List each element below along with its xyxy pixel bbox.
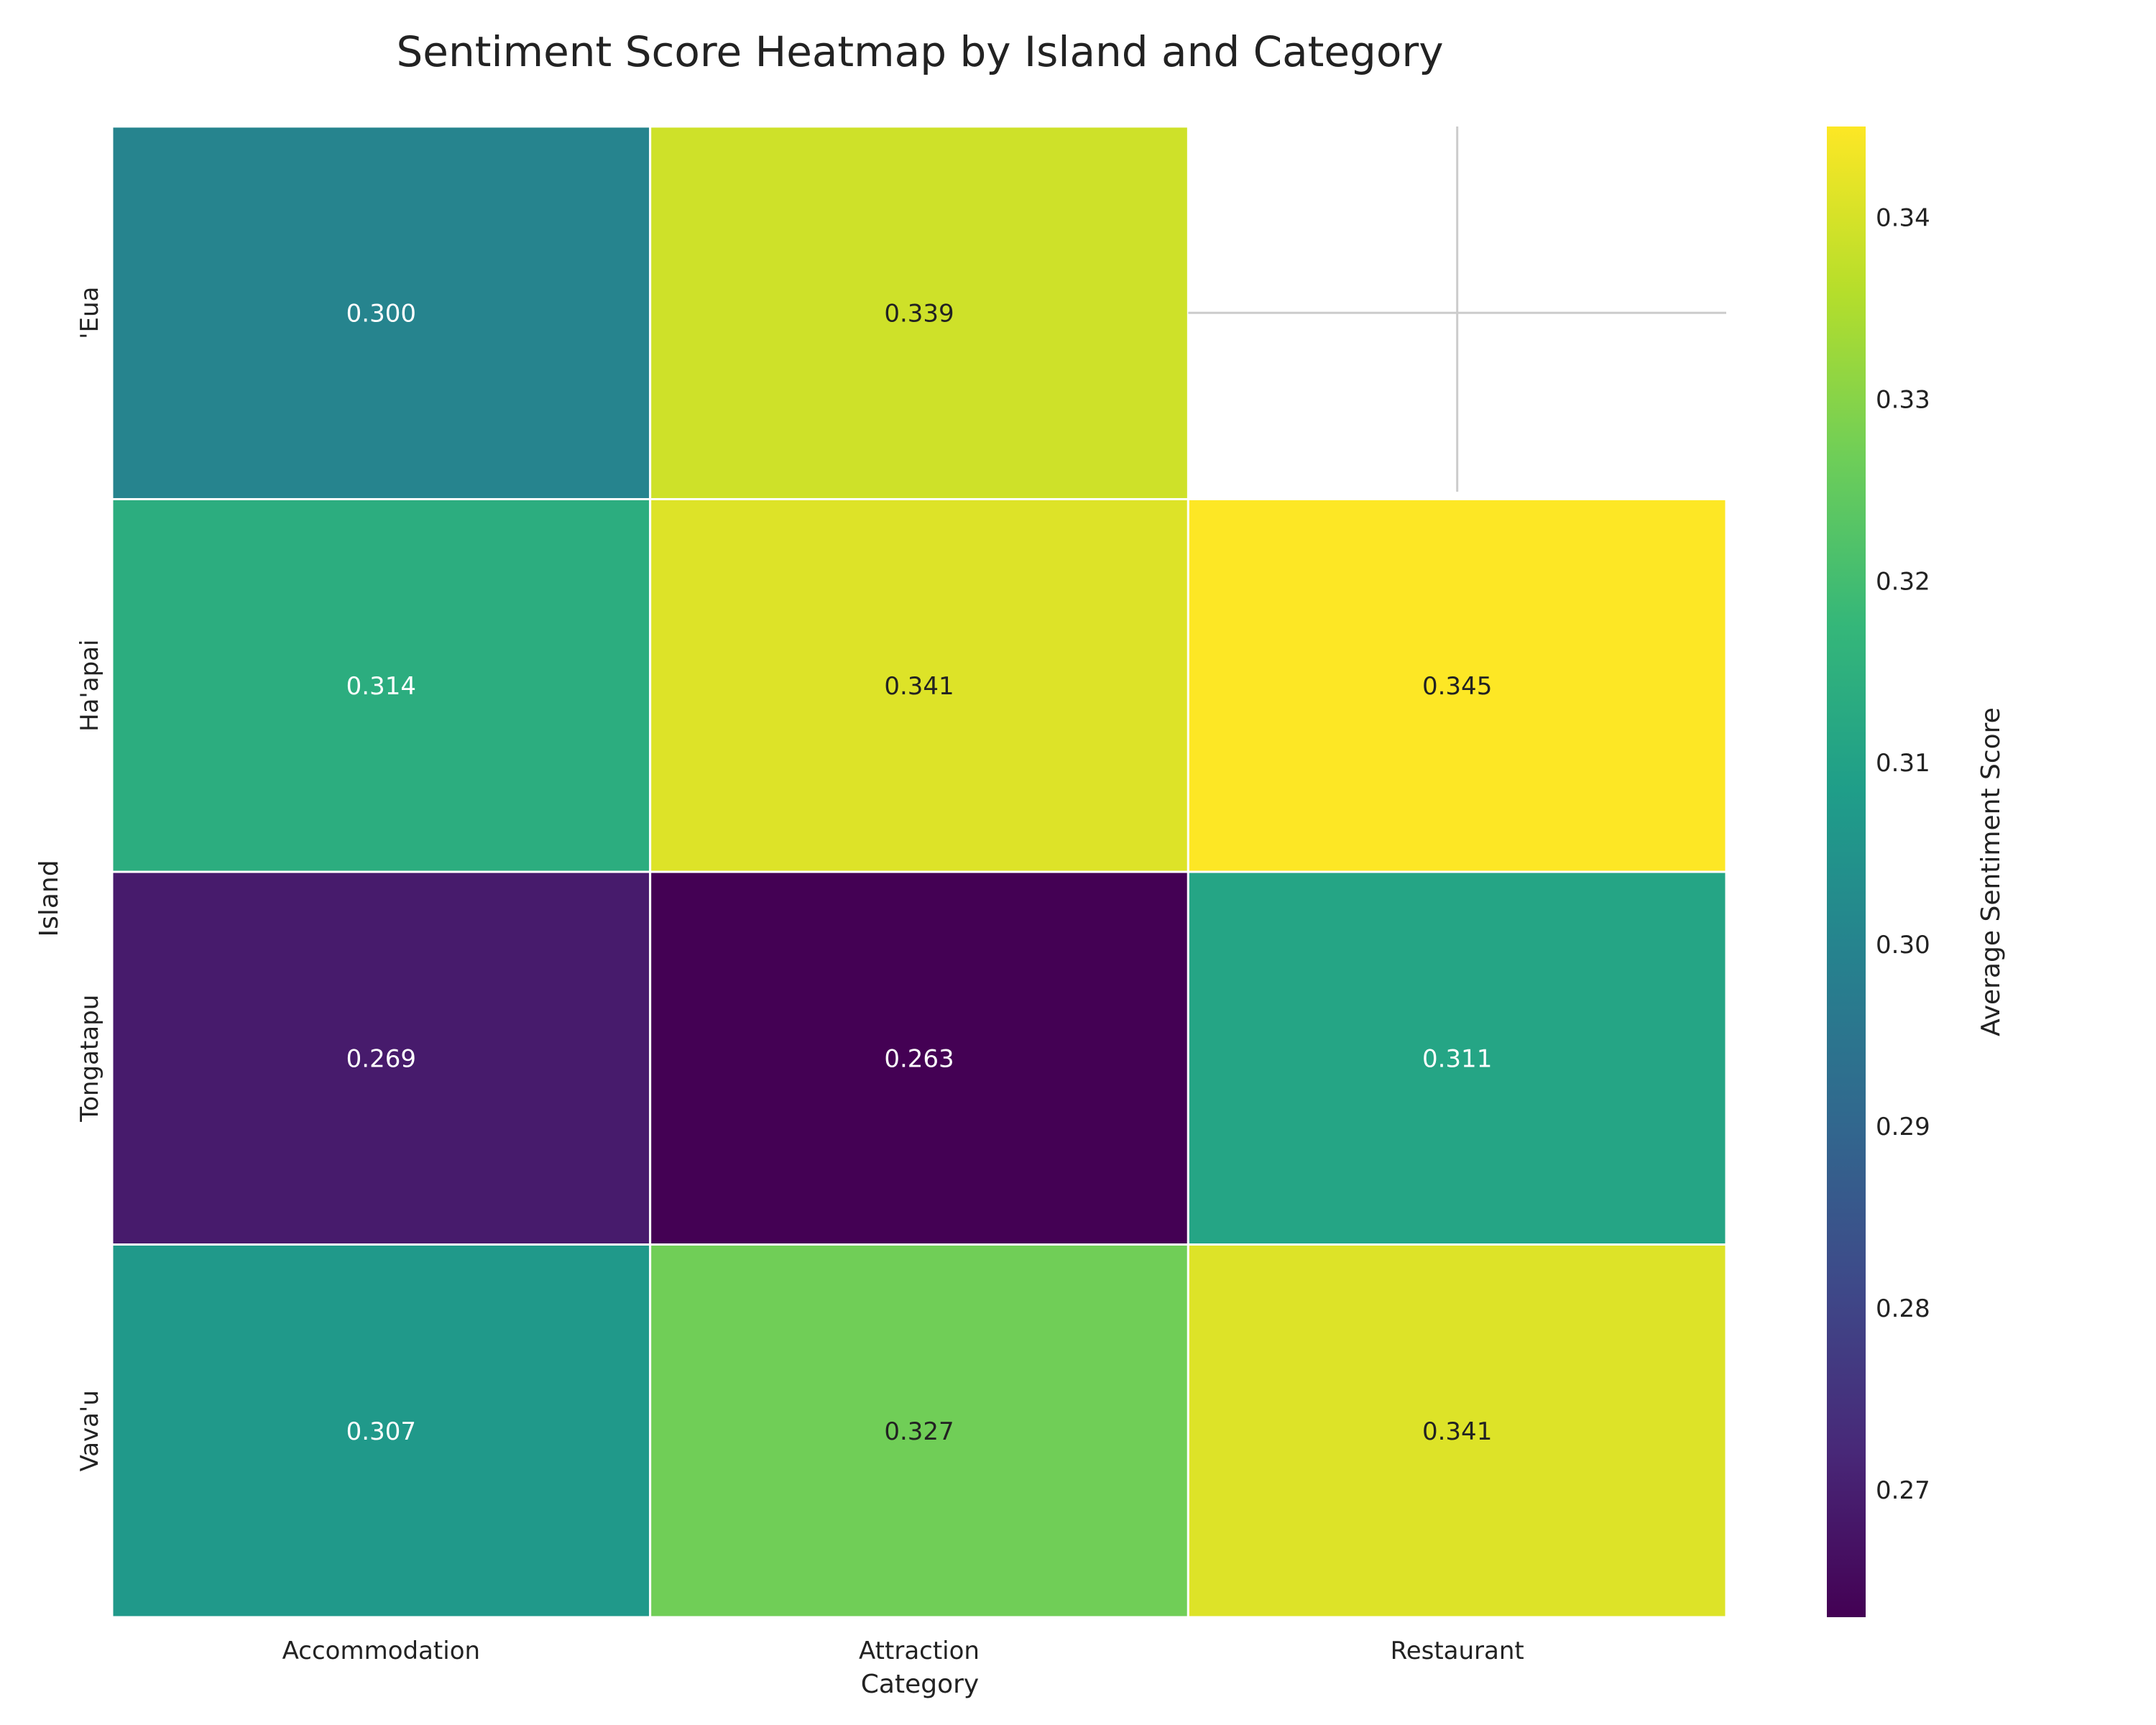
x-tick-label: Attraction (859, 1637, 980, 1665)
x-axis-label: Category (861, 1670, 979, 1699)
y-tick-label: Vava'u (75, 1390, 104, 1471)
y-tick-label: Tongatapu (75, 995, 104, 1123)
colorbar-tick-label: 0.32 (1876, 567, 1930, 596)
colorbar-tick-label: 0.30 (1876, 931, 1930, 960)
heatmap-cell (111, 870, 652, 1246)
cell-value-label: 0.307 (346, 1417, 416, 1446)
heatmap-cell (649, 125, 1189, 500)
heatmap-cell (111, 125, 652, 500)
y-tick-label: Ha'apai (75, 640, 104, 732)
cell-value-label: 0.341 (1422, 1417, 1492, 1446)
cell-value-label: 0.263 (884, 1044, 954, 1073)
x-tick-label: Accommodation (282, 1637, 480, 1665)
colorbar-label: Average Sentiment Score (1976, 707, 2006, 1036)
cell-value-label: 0.341 (884, 672, 954, 701)
colorbar-tick-label: 0.28 (1876, 1294, 1930, 1323)
heatmap-cell (649, 870, 1189, 1246)
cell-value-label: 0.300 (346, 299, 416, 328)
y-axis-label: Island (34, 860, 64, 937)
heatmap-cell (1187, 498, 1728, 873)
heatmap-cell (111, 1243, 652, 1619)
colorbar-tick-label: 0.33 (1876, 385, 1930, 414)
heatmap-cell (649, 498, 1189, 873)
heatmap-cell (1187, 1243, 1728, 1619)
y-axis-ticks: 'Eua Ha'apai Tongatapu Vava'u (75, 287, 104, 1472)
colorbar-tick-label: 0.31 (1876, 749, 1930, 778)
x-axis-ticks: Accommodation Attraction Restaurant (282, 1637, 1524, 1665)
colorbar-tick-label: 0.34 (1876, 203, 1930, 232)
cell-value-label: 0.311 (1422, 1044, 1492, 1073)
cell-value-label: 0.327 (884, 1417, 954, 1446)
cell-value-label: 0.269 (346, 1044, 416, 1073)
colorbar (1827, 126, 1866, 1617)
cell-value-label: 0.339 (884, 299, 954, 328)
cell-value-label: 0.314 (346, 672, 416, 701)
colorbar-tick-label: 0.29 (1876, 1113, 1930, 1141)
cell-value-label: 0.345 (1422, 672, 1492, 701)
y-tick-label: 'Eua (75, 287, 104, 339)
heatmap-cells: 0.300 0.339 0.314 0.341 0.345 0.269 0.263 0.311… (111, 125, 1728, 1619)
heatmap-cell (111, 498, 652, 873)
heatmap-cell (1187, 870, 1728, 1246)
colorbar-tick-label: 0.27 (1876, 1476, 1930, 1505)
heatmap-cell (649, 1243, 1189, 1619)
chart-title: Sentiment Score Heatmap by Island and Ca… (396, 27, 1443, 76)
x-tick-label: Restaurant (1391, 1637, 1524, 1665)
colorbar-ticks: 0.27 0.28 0.29 0.30 0.31 0.32 0.33 0.34 (1876, 203, 1930, 1504)
